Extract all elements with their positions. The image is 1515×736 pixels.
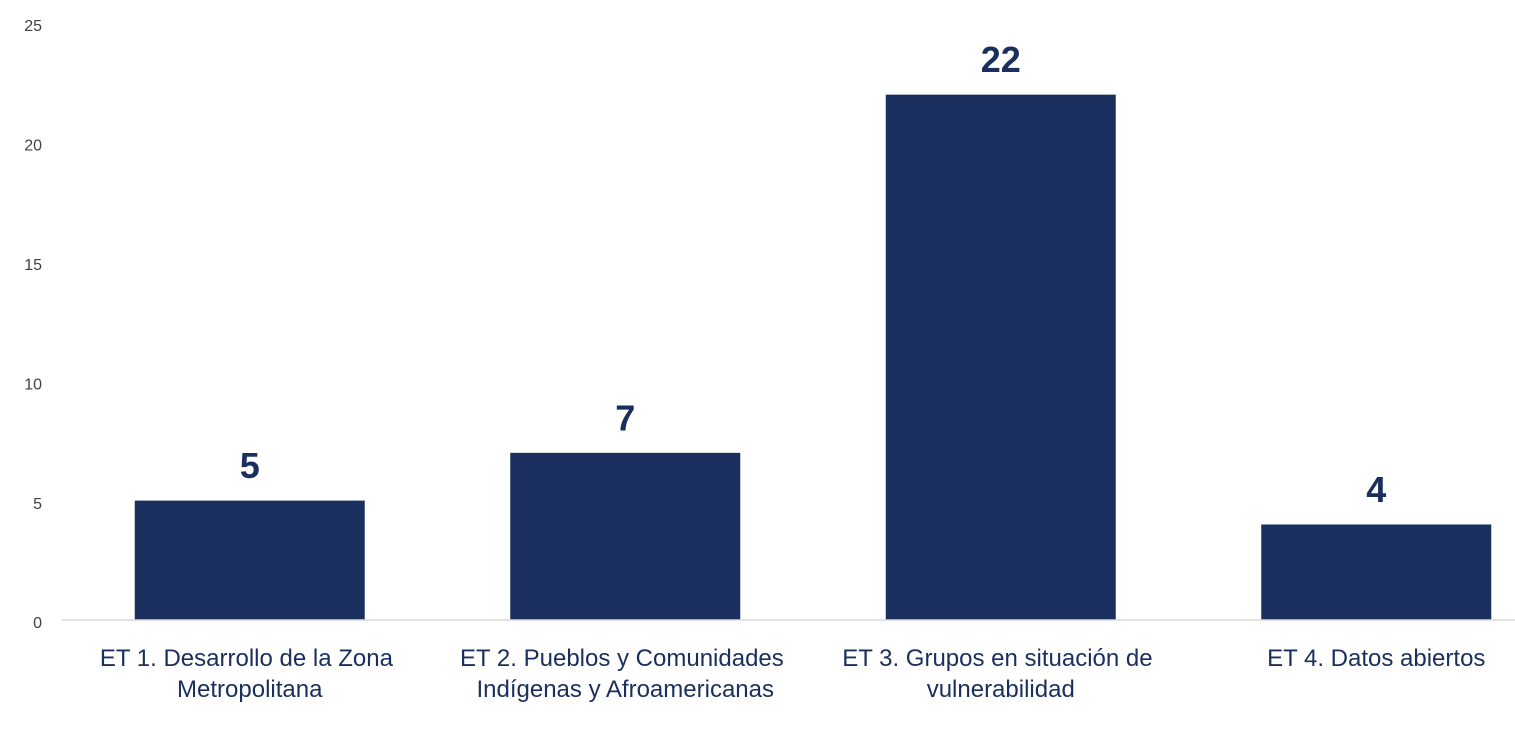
x-tick-label: ET 1. Desarrollo de la Zona Metropolitan… bbox=[100, 645, 400, 703]
y-tick-label: 0 bbox=[33, 615, 42, 632]
y-tick-label: 20 bbox=[24, 138, 42, 155]
y-tick-label: 25 bbox=[24, 18, 42, 35]
x-tick-label: ET 3. Grupos en situación de vulnerabili… bbox=[842, 645, 1159, 703]
y-tick-label: 5 bbox=[33, 496, 42, 513]
value-label: 4 bbox=[1366, 469, 1386, 510]
value-label: 7 bbox=[615, 397, 635, 438]
y-tick-label: 15 bbox=[24, 257, 42, 274]
y-tick-label: 10 bbox=[24, 376, 42, 393]
bar bbox=[1261, 524, 1492, 620]
value-label: 22 bbox=[981, 39, 1021, 80]
x-tick-label: ET 2. Pueblos y Comunidades Indígenas y … bbox=[460, 645, 790, 703]
value-label: 5 bbox=[240, 445, 260, 486]
x-tick-label: ET 4. Datos abiertos bbox=[1267, 645, 1485, 672]
bar bbox=[134, 500, 365, 620]
bar bbox=[510, 452, 741, 620]
bar bbox=[885, 94, 1116, 620]
